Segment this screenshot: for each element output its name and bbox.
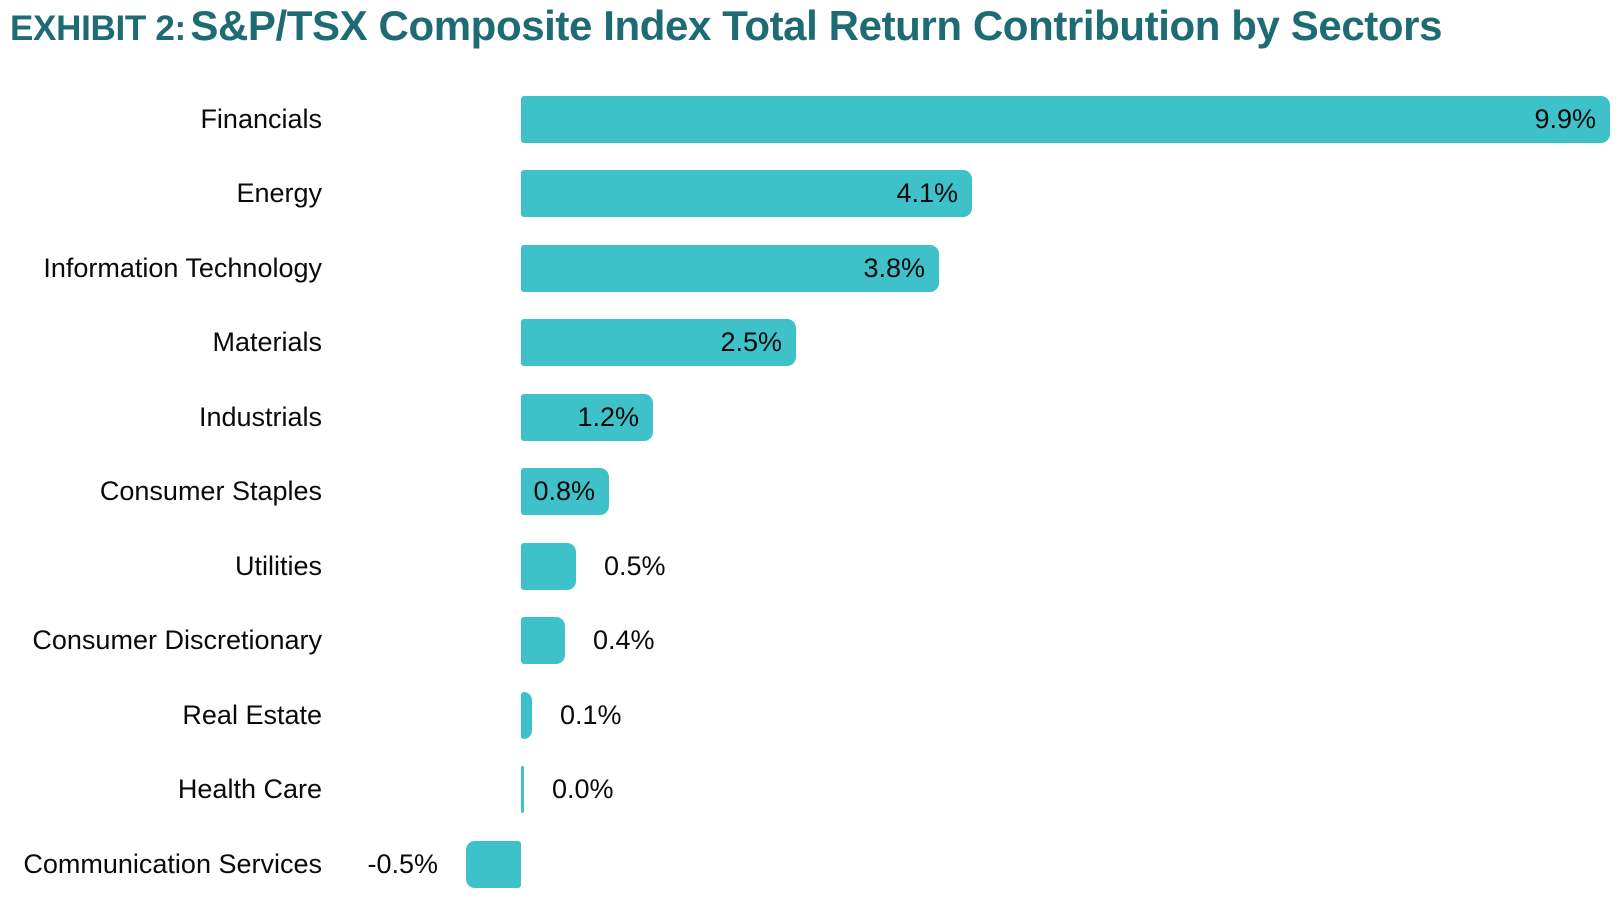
chart-row: Industrials 1.2% <box>0 380 1624 455</box>
value-label: 1.2% <box>577 401 639 432</box>
value-label: 0.4% <box>593 625 655 656</box>
category-label: Real Estate <box>182 699 322 730</box>
value-label: 2.5% <box>720 327 782 358</box>
value-label: 0.5% <box>604 550 666 581</box>
bar <box>521 542 576 590</box>
value-label: 3.8% <box>863 252 925 283</box>
chart-row: Consumer Staples 0.8% <box>0 455 1624 530</box>
value-label: 9.9% <box>1534 103 1596 134</box>
chart-row: Real Estate 0.1% <box>0 678 1624 753</box>
bar <box>521 319 796 367</box>
chart-row: Materials 2.5% <box>0 306 1624 381</box>
bar <box>521 766 524 814</box>
bar <box>521 170 972 218</box>
category-label: Consumer Staples <box>99 476 322 507</box>
category-label: Financials <box>200 103 322 134</box>
bar <box>521 468 609 516</box>
value-label: -0.5% <box>367 848 438 879</box>
category-label: Communication Services <box>23 848 322 879</box>
bar <box>521 95 1610 143</box>
chart-row: Communication Services -0.5% <box>0 827 1624 902</box>
chart-row: Financials 9.9% <box>0 82 1624 157</box>
chart-row: Health Care 0.0% <box>0 753 1624 828</box>
bar <box>521 617 565 665</box>
title-text: S&P/TSX Composite Index Total Return Con… <box>190 2 1443 49</box>
bar <box>466 840 521 888</box>
bar <box>521 691 532 739</box>
chart-row: Energy 4.1% <box>0 157 1624 232</box>
bar-chart: Financials 9.9% Energy 4.1% Information … <box>0 82 1624 902</box>
category-label: Information Technology <box>43 252 322 283</box>
chart-row: Consumer Discretionary 0.4% <box>0 604 1624 679</box>
value-label: 0.0% <box>552 774 614 805</box>
chart-title: EXHIBIT 2: S&P/TSX Composite Index Total… <box>10 0 1442 64</box>
chart-row: Utilities 0.5% <box>0 529 1624 604</box>
bar <box>521 244 939 292</box>
category-label: Utilities <box>234 550 322 581</box>
bar <box>521 393 653 441</box>
exhibit-label: EXHIBIT 2: <box>10 9 186 48</box>
category-label: Industrials <box>198 401 322 432</box>
value-label: 0.8% <box>533 476 595 507</box>
value-label: 0.1% <box>560 699 622 730</box>
chart-row: Information Technology 3.8% <box>0 231 1624 306</box>
category-label: Materials <box>212 327 322 358</box>
category-label: Energy <box>236 178 322 209</box>
category-label: Consumer Discretionary <box>32 625 322 656</box>
category-label: Health Care <box>177 774 322 805</box>
value-label: 4.1% <box>896 178 958 209</box>
